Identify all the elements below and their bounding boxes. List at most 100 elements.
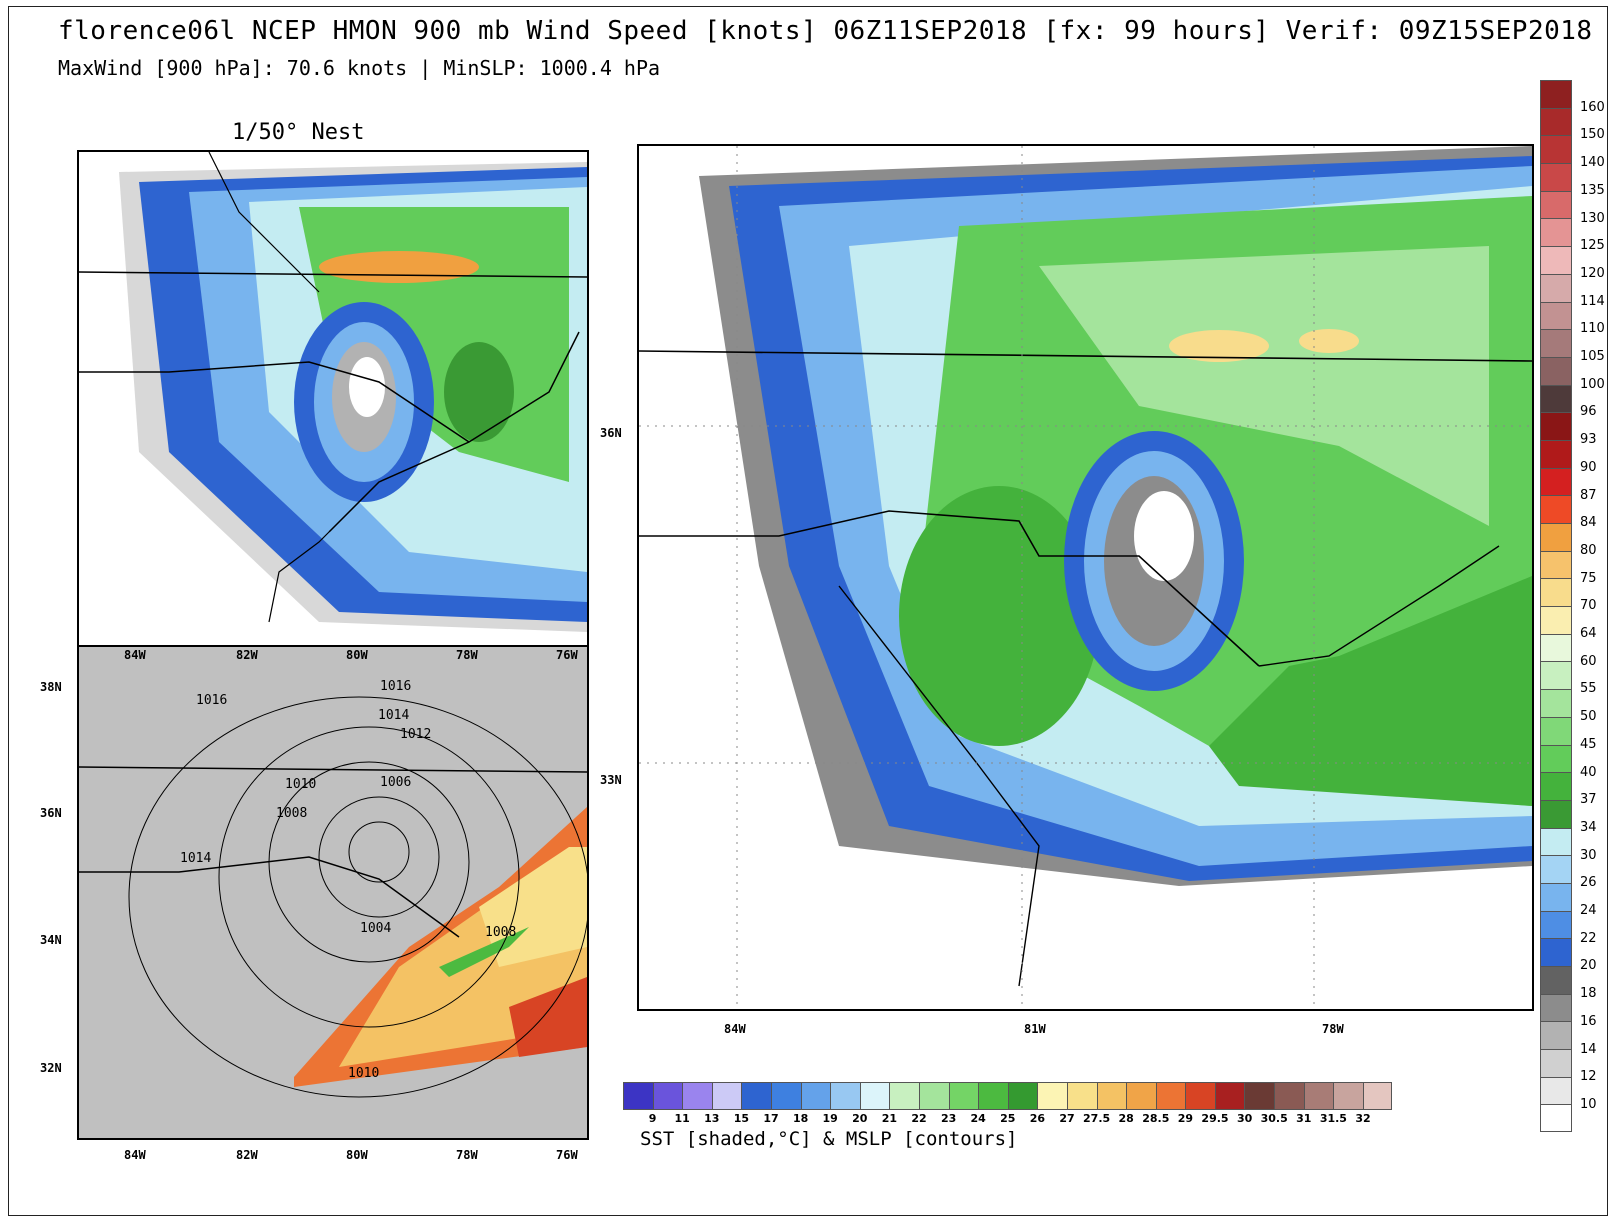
wind-colorbar-cell — [1540, 966, 1572, 994]
wind-colorbar-cell — [1540, 218, 1572, 247]
wind-colorbar-label: 87 — [1580, 487, 1597, 503]
main-y-tick: 33N — [600, 773, 622, 787]
main-x-tick: 78W — [1322, 1022, 1344, 1036]
sst-colorbar-label: 28 — [1118, 1112, 1134, 1125]
sst-colorbar-label: 28.5 — [1142, 1112, 1170, 1125]
sst-colorbar-label: 29 — [1177, 1112, 1194, 1125]
sst-colorbar-cell — [1155, 1082, 1186, 1110]
sst-colorbar-cell — [623, 1082, 653, 1110]
wind-colorbar-label: 135 — [1580, 182, 1605, 198]
wind-colorbar-cell — [1540, 689, 1572, 717]
sst-colorbar-label: 27 — [1059, 1112, 1075, 1125]
wind-colorbar-label: 40 — [1580, 764, 1597, 780]
wind-colorbar-label: 84 — [1580, 515, 1597, 531]
isobar-label: 1014 — [378, 708, 410, 723]
wind-colorbar-label: 120 — [1580, 265, 1605, 281]
isobar-label: 1016 — [196, 693, 228, 708]
sst-colorbar-cell — [1007, 1082, 1038, 1110]
sst-colorbar-cell — [1362, 1082, 1393, 1110]
sst-colorbar-cell — [682, 1082, 712, 1110]
sst-colorbar-cell — [1037, 1082, 1067, 1110]
sst-colorbar-cell — [1066, 1082, 1097, 1110]
sst-colorbar-label: 13 — [704, 1112, 720, 1125]
sst-colorbar-cell — [1214, 1082, 1245, 1110]
wind-colorbar-cell — [1540, 550, 1572, 579]
isobar-label: 1010 — [348, 1066, 380, 1081]
isobar-label: 1012 — [400, 727, 432, 742]
main-x-tick: 81W — [1024, 1022, 1046, 1036]
wind-colorbar-label: 93 — [1580, 432, 1597, 448]
wind-colorbar-label: 64 — [1580, 626, 1597, 641]
wind-colorbar-cell — [1540, 799, 1572, 828]
sst-colorbar-cell — [978, 1082, 1008, 1110]
wind-colorbar-cell — [1540, 412, 1572, 440]
sst-colorbar-cell — [741, 1082, 771, 1110]
sst-colorbar-title: SST [shaded,°C] & MSLP [contours] — [640, 1128, 1018, 1150]
wind-colorbar-cell — [1540, 273, 1572, 302]
sst-colorbar-label: 18 — [792, 1112, 809, 1125]
wind-colorbar-cell — [1540, 744, 1572, 773]
wind-colorbar-label: 22 — [1580, 930, 1597, 946]
wind-colorbar-label: 26 — [1580, 875, 1597, 891]
sst-colorbar-cell — [1126, 1082, 1156, 1110]
wind-colorbar-cell — [1540, 80, 1572, 108]
wind-colorbar-cell — [1540, 1076, 1572, 1105]
isobar-label: 1014 — [180, 851, 212, 866]
wind-colorbar-label: 114 — [1580, 293, 1605, 309]
nest-map-panel — [77, 150, 589, 647]
wind-colorbar-label: 10 — [1580, 1096, 1597, 1112]
sst-colorbar-label: 24 — [970, 1112, 986, 1125]
sst-colorbar-cell — [1274, 1082, 1304, 1110]
wind-colorbar-cell — [1540, 772, 1572, 800]
sst-x-tick-top: 78W — [456, 648, 478, 662]
wind-colorbar-label: 60 — [1580, 653, 1597, 669]
sst-map-panel: 84W — [77, 645, 589, 1140]
sst-colorbar-cell — [800, 1082, 831, 1110]
wind-colorbar-cell — [1540, 523, 1572, 551]
main-y-tick: 36N — [600, 426, 622, 440]
sst-colorbar-label: 27.5 — [1083, 1112, 1111, 1125]
wind-colorbar-label: 110 — [1580, 321, 1605, 337]
wind-colorbar-label: 45 — [1580, 736, 1597, 752]
figure-title: florence06l NCEP HMON 900 mb Wind Speed … — [58, 16, 1593, 46]
wind-colorbar-cell — [1540, 855, 1572, 883]
sst-colorbar-cell — [711, 1082, 742, 1110]
main-wind-map — [639, 146, 1532, 1009]
sst-x-tick-top: 76W — [556, 648, 578, 662]
main-wind-map-panel — [637, 144, 1534, 1011]
wind-colorbar-label: 140 — [1580, 155, 1605, 171]
sst-x-tick-bottom: 82W — [236, 1148, 258, 1162]
wind-colorbar-label: 75 — [1580, 570, 1597, 586]
sst-colorbar-cell — [830, 1082, 860, 1110]
isobar-label: 1004 — [360, 921, 392, 936]
sst-colorbar-label: 19 — [822, 1112, 838, 1125]
figure-subtitle: MaxWind [900 hPa]: 70.6 knots | MinSLP: … — [58, 56, 661, 80]
sst-map — [79, 647, 587, 1138]
sst-colorbar-label: 32 — [1355, 1112, 1371, 1125]
wind-colorbar-label: 12 — [1580, 1069, 1597, 1085]
isobar-label: 1008 — [276, 806, 308, 821]
sst-y-tick: 38N — [40, 680, 62, 694]
wind-colorbar-label: 34 — [1580, 819, 1597, 835]
sst-x-tick-top: 80W — [346, 648, 368, 662]
wind-colorbar-cell — [1540, 716, 1572, 745]
sst-x-tick-bottom: 78W — [456, 1148, 478, 1162]
wind-colorbar-cell — [1540, 1104, 1572, 1133]
wind-colorbar — [1540, 80, 1572, 1133]
wind-colorbar-label: 160 — [1580, 99, 1605, 115]
wind-colorbar-cell — [1540, 467, 1572, 496]
wind-colorbar-label: 130 — [1580, 210, 1605, 226]
wind-colorbar-cell — [1540, 384, 1572, 413]
wind-colorbar-cell — [1540, 163, 1572, 191]
sst-colorbar-label: 23 — [940, 1112, 957, 1125]
sst-colorbar-label: 9 — [648, 1112, 657, 1125]
wind-colorbar-cell — [1540, 1021, 1572, 1050]
wind-colorbar-label: 16 — [1580, 1013, 1597, 1029]
wind-colorbar-cell — [1540, 135, 1572, 164]
wind-colorbar-cell — [1540, 246, 1572, 274]
wind-colorbar-label: 105 — [1580, 349, 1605, 364]
sst-colorbar-label: 29.5 — [1201, 1112, 1229, 1125]
wind-colorbar-cell — [1540, 107, 1572, 136]
sst-colorbar — [623, 1082, 1393, 1110]
isobar-label: 1006 — [380, 775, 412, 790]
